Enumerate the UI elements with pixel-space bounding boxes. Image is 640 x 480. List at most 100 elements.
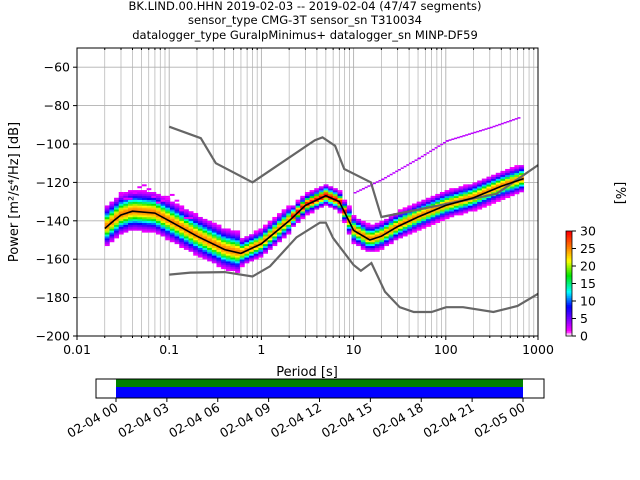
pdf-cell <box>239 261 245 264</box>
pdf-cell <box>160 205 166 208</box>
pdf-cell <box>202 230 208 233</box>
pdf-cell <box>141 207 147 210</box>
pdf-cell <box>500 176 506 179</box>
pdf-cell <box>420 155 424 158</box>
pdf-cell <box>458 201 464 204</box>
pdf-cell <box>244 238 250 241</box>
pdf-cell <box>114 199 120 202</box>
pdf-cell <box>174 216 180 220</box>
pdf-cell <box>137 209 143 212</box>
pdf-cell <box>402 213 408 216</box>
pdf-cell <box>109 216 115 220</box>
pdf-cell <box>211 249 217 252</box>
pdf-cell <box>104 228 110 231</box>
pdf-cell <box>393 224 399 227</box>
pdf-cell <box>123 205 129 208</box>
pdf-cell <box>444 207 450 210</box>
pdf-cell <box>207 247 213 250</box>
pdf-cell <box>495 188 501 191</box>
pdf-cell <box>337 195 343 199</box>
pdf-cell <box>514 186 520 189</box>
pdf-cell <box>398 232 403 235</box>
pdf-cell <box>104 232 110 235</box>
pdf-cell <box>398 226 403 229</box>
pdf-cell <box>463 203 469 206</box>
pdf-cell <box>276 224 282 227</box>
pdf-cell <box>449 207 455 210</box>
pdf-cell <box>211 230 217 233</box>
pdf-cell <box>272 226 278 229</box>
pdf-cell <box>304 201 310 204</box>
pdf-cell <box>132 205 138 208</box>
pdf-cell <box>514 190 520 193</box>
pdf-cell <box>141 228 147 231</box>
pdf-cell <box>379 245 385 248</box>
pdf-cell <box>365 243 371 247</box>
title-line-1: BK.LIND.00.HHN 2019-02-03 -- 2019-02-04 … <box>129 0 482 13</box>
pdf-cell <box>346 222 352 225</box>
pdf-cell <box>137 218 143 222</box>
pdf-cell <box>286 216 292 220</box>
pdf-cell <box>230 268 236 272</box>
pdf-cell <box>416 211 422 214</box>
pdf-cell <box>253 247 259 250</box>
pdf-cell <box>360 238 366 241</box>
pdf-cell <box>374 247 380 250</box>
pdf-cell <box>165 197 171 200</box>
pdf-cell <box>146 218 152 222</box>
pdf-cell <box>109 215 115 218</box>
colorbar-segment <box>566 287 572 290</box>
pdf-cell <box>416 218 422 222</box>
pdf-cell <box>473 131 477 134</box>
pdf-cell <box>467 205 473 208</box>
pdf-cell <box>109 238 115 241</box>
pdf-cell <box>286 232 292 235</box>
pdf-cell <box>193 228 199 231</box>
pdf-cell <box>104 241 110 245</box>
pdf-cell <box>202 240 208 243</box>
pdf-cell <box>276 220 282 224</box>
pdf-cell <box>202 249 208 252</box>
pdf-cell <box>118 230 124 233</box>
pdf-cell <box>295 205 301 208</box>
pdf-cell <box>253 251 259 254</box>
pdf-cell <box>155 195 161 199</box>
pdf-cell <box>128 190 133 193</box>
pdf-cell <box>263 245 268 248</box>
pdf-cell <box>211 236 217 239</box>
pdf-cell <box>495 193 501 197</box>
pdf-cell <box>128 201 133 204</box>
pdf-cell <box>384 226 390 229</box>
pdf-cell <box>467 188 473 191</box>
pdf-cell <box>407 216 413 220</box>
pdf-cell <box>169 216 175 220</box>
pdf-cell <box>235 230 241 233</box>
pdf-cell <box>472 192 478 195</box>
pdf-cell <box>188 247 194 250</box>
pdf-cell <box>114 201 120 204</box>
pdf-cell <box>300 215 306 218</box>
pdf-cell <box>384 243 390 247</box>
pdf-cell <box>128 224 133 227</box>
pdf-cell <box>435 201 441 204</box>
pdf-cell <box>449 190 455 193</box>
pdf-cell <box>137 190 143 193</box>
pdf-cell <box>439 195 445 199</box>
pdf-cell <box>211 224 217 227</box>
pdf-cell <box>407 230 413 233</box>
pdf-cell <box>188 245 194 248</box>
y-tick-label: −180 <box>36 290 70 305</box>
pdf-cell <box>123 193 129 197</box>
pdf-cell <box>211 240 217 243</box>
pdf-cell <box>151 201 157 204</box>
pdf-cell <box>304 199 310 202</box>
pdf-cell <box>463 209 469 212</box>
pdf-cell <box>132 215 138 218</box>
pdf-cell <box>267 245 273 248</box>
pdf-cell <box>253 238 259 241</box>
pdf-cell <box>342 209 348 212</box>
pdf-cell <box>128 205 133 208</box>
pdf-cell <box>495 178 501 181</box>
pdf-cell <box>402 226 408 229</box>
pdf-cell <box>174 230 180 233</box>
